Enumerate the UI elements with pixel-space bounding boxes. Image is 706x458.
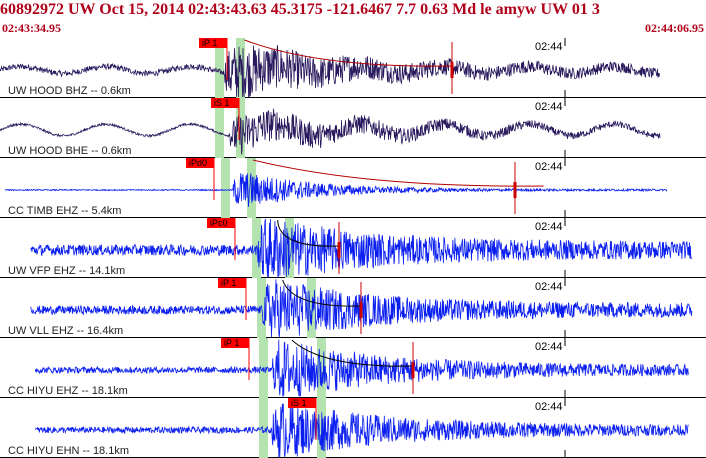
time-mark-label: 02:44	[535, 281, 563, 293]
event-title: 60892972 UW Oct 15, 2014 02:43:43.63 45.…	[0, 1, 600, 18]
time-mark-label: 02:44	[535, 341, 563, 353]
waveform-trace	[30, 218, 693, 279]
analysis-window	[259, 398, 268, 458]
amplitude-marker	[411, 362, 415, 378]
trace-panel: 02:44 iPc0 UW VFP EHZ -- 14.1km	[0, 218, 706, 279]
time-mark-label: 02:44	[535, 221, 563, 233]
phase-pick-box	[207, 218, 235, 228]
event-header: 60892972 UW Oct 15, 2014 02:43:43.63 45.…	[0, 0, 706, 38]
time-mark-label: 02:44	[535, 161, 563, 173]
analysis-window	[285, 218, 294, 278]
coda-duration-curve	[252, 159, 544, 187]
coda-duration-curve	[277, 219, 339, 247]
station-label: UW HOOD BHZ -- 0.6km	[8, 85, 131, 97]
phase-pick-box	[211, 98, 239, 108]
amplitude-marker	[513, 182, 517, 198]
waveform-trace	[34, 402, 689, 458]
time-mark-label: 02:44	[535, 41, 563, 53]
trace-panel: 02:44 iP 1 UW HOOD BHZ -- 0.6km	[0, 38, 706, 98]
analysis-window	[317, 338, 326, 398]
coda-duration-curve	[282, 279, 362, 307]
phase-pick-label: iPc0	[210, 218, 228, 228]
phase-pick-box	[199, 38, 227, 48]
analysis-window	[215, 38, 224, 98]
seismogram-panels[interactable]: 02:44 iP 1 UW HOOD BHZ -- 0.6km 02:44 iS 1 UW…	[0, 38, 706, 458]
amplitude-marker	[337, 242, 341, 258]
trace-panel: 02:44 iP 1 CC HIYU EHZ -- 18.1km	[0, 338, 706, 398]
time-mark-label: 02:44	[535, 101, 563, 113]
window-start-time: 02:43:34.95	[2, 21, 61, 35]
trace-panel: 02:44 iS 1 UW HOOD BHE -- 0.6km	[0, 98, 706, 158]
amplitude-marker	[359, 302, 363, 318]
waveform-trace	[34, 339, 689, 397]
phase-pick-label: iS 1	[291, 398, 307, 408]
station-label: UW VFP EHZ -- 14.1km	[8, 265, 125, 277]
coda-duration-curve	[291, 339, 414, 367]
trace-panel: 02:44 iPd0 CC TIMB EHZ -- 5.4km	[0, 158, 706, 218]
amplitude-marker	[450, 62, 454, 78]
phase-pick-label: iP 1	[202, 38, 217, 48]
trace-panel: 02:44 iP 1 UW VLL EHZ -- 16.4km	[0, 278, 706, 338]
coda-duration-curve	[244, 39, 452, 67]
station-label: UW VLL EHZ -- 16.4km	[8, 325, 123, 337]
phase-pick-label: iPd0	[189, 158, 207, 168]
station-label: CC TIMB EHZ -- 5.4km	[8, 205, 121, 217]
phase-pick-box	[221, 338, 249, 348]
station-label: CC HIYU EHZ -- 18.1km	[8, 385, 128, 397]
trace-panel: 02:44 iS 1 CC HIYU EHN -- 18.1km	[0, 398, 706, 458]
phase-pick-box	[288, 398, 316, 408]
waveform-trace	[0, 108, 661, 155]
time-mark-label: 02:44	[535, 401, 563, 413]
phase-pick-box	[218, 278, 246, 288]
analysis-window	[307, 278, 316, 338]
window-end-time: 02:44:06.95	[645, 21, 704, 35]
analysis-window	[215, 98, 224, 158]
phase-pick-label: iS 1	[214, 98, 230, 108]
station-label: UW HOOD BHE -- 0.6km	[8, 145, 131, 157]
analysis-window	[221, 158, 230, 218]
phase-pick-box	[186, 158, 214, 168]
waveform-trace	[4, 173, 668, 208]
phase-pick-label: iP 1	[221, 278, 236, 288]
phase-pick-label: iP 1	[224, 338, 239, 348]
station-label: CC HIYU EHN -- 18.1km	[8, 445, 129, 457]
